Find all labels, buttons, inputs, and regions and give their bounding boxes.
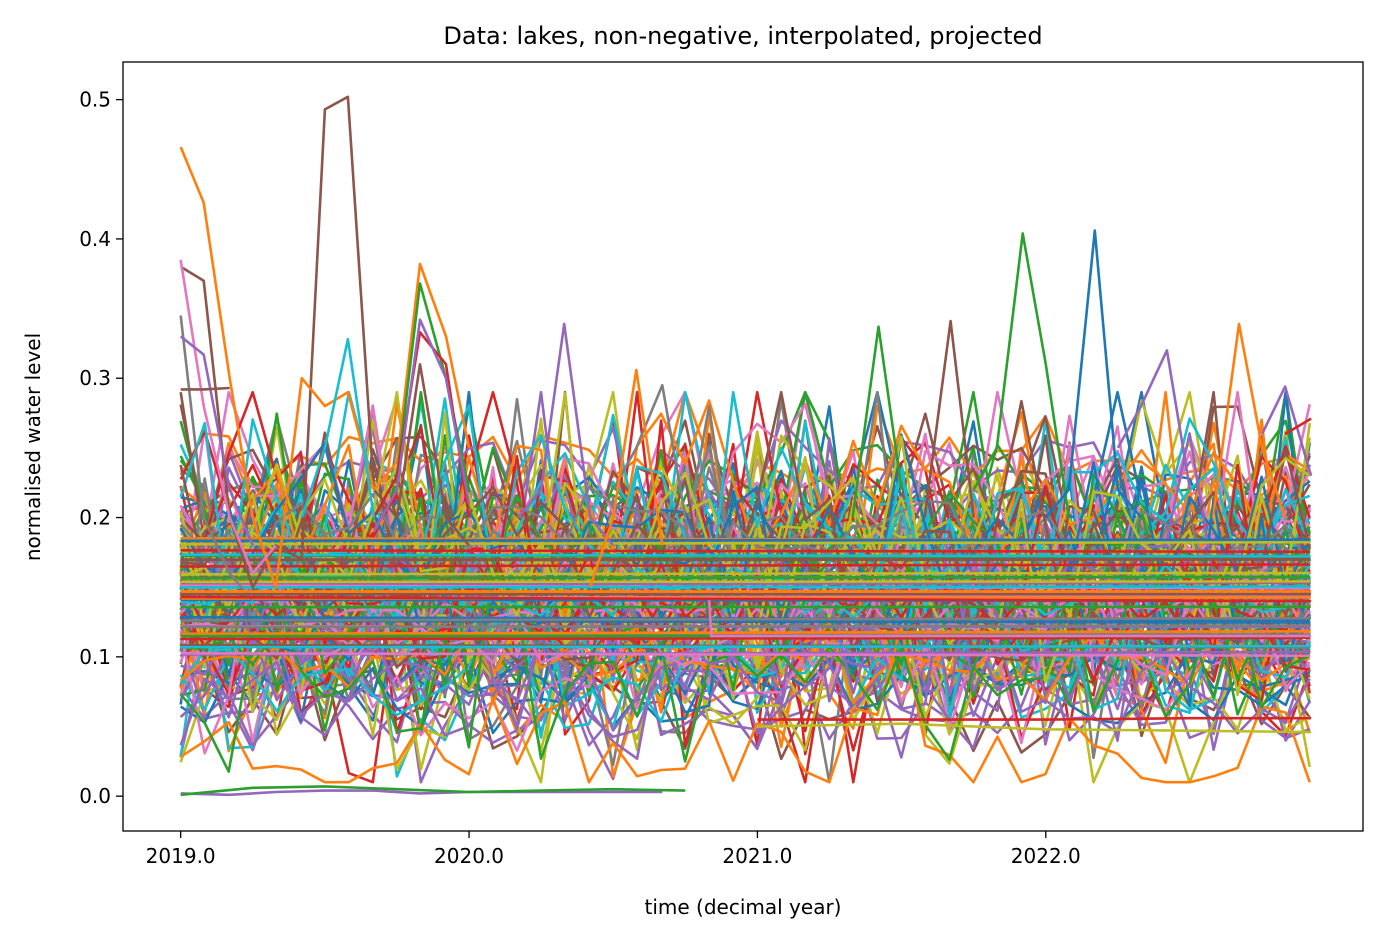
series-line (179, 509, 1311, 723)
highlight-series-line (707, 587, 1312, 638)
flat-series-line (180, 553, 1311, 558)
plot-frame (122, 61, 1364, 832)
highlight-series-line (372, 318, 471, 533)
x-axis: 2019.0 2020.0 2021.0 2022.0 (146, 831, 1081, 868)
y-axis-label: normalised water level (21, 333, 45, 561)
x-tick-label: 2019.0 (146, 844, 216, 868)
y-axis: 0.0 0.1 0.2 0.3 0.4 0.5 (79, 88, 123, 808)
x-axis-label: time (decimal year) (645, 895, 842, 919)
chart-title: Data: lakes, non-negative, interpolated,… (443, 22, 1042, 50)
highlight-series-line (851, 325, 903, 518)
highlight-series-line (923, 319, 975, 518)
flat-series-line (180, 575, 1311, 580)
highlight-series-line (1116, 349, 1192, 490)
highlight-series-line (1284, 417, 1312, 436)
flat-series-line (180, 540, 1311, 546)
y-tick-label: 0.0 (79, 784, 111, 808)
highlight-series-line (517, 322, 615, 547)
flat-series-line (180, 571, 1311, 576)
series-line (179, 620, 1310, 705)
highlight-series-line (588, 368, 664, 588)
series-line (179, 442, 1311, 755)
highlight-series-line (757, 722, 1312, 734)
x-tick-label: 2020.0 (434, 844, 504, 868)
flat-series-line (180, 630, 1311, 636)
highlight-series-line (180, 785, 686, 797)
highlight-series-line (179, 315, 254, 602)
series-layer (179, 95, 1313, 797)
highlight-series-line (179, 146, 471, 589)
highlight-series-line (180, 789, 663, 797)
flat-series-line (180, 585, 1311, 589)
flat-series-line (180, 558, 1311, 562)
y-tick-label: 0.4 (79, 227, 111, 251)
y-tick-label: 0.2 (79, 506, 111, 530)
highlight-series-line (757, 716, 1312, 721)
series-line (179, 390, 1311, 625)
highlight-series-line (1260, 385, 1313, 477)
highlight-series-line (300, 337, 376, 518)
flat-series-line (180, 549, 1311, 553)
flat-series-line (180, 563, 1311, 568)
flat-series-line (180, 652, 1311, 657)
y-tick-label: 0.3 (79, 366, 111, 390)
flat-series-line (180, 644, 1311, 649)
highlight-series-line (1211, 322, 1287, 518)
highlight-series-line (180, 386, 230, 391)
y-tick-label: 0.1 (79, 645, 111, 669)
x-tick-label: 2021.0 (722, 844, 792, 868)
highlight-series-line (972, 232, 1071, 518)
series-line (179, 437, 1311, 631)
flat-series-line (180, 538, 1311, 543)
series-line (180, 390, 1311, 684)
flat-series-line (180, 581, 1311, 586)
x-tick-label: 2022.0 (1011, 844, 1081, 868)
flat-series-line (180, 624, 1311, 629)
highlight-series-line (179, 259, 277, 575)
y-tick-label: 0.5 (79, 88, 111, 112)
flat-series-line (180, 616, 1311, 622)
flat-series-line (180, 636, 1311, 641)
highlight-series-line (179, 335, 255, 546)
series-line (179, 625, 1311, 784)
highlight-series-line (180, 595, 1312, 603)
highlight-series-line (1044, 229, 1142, 519)
highlight-series-line (612, 383, 687, 518)
